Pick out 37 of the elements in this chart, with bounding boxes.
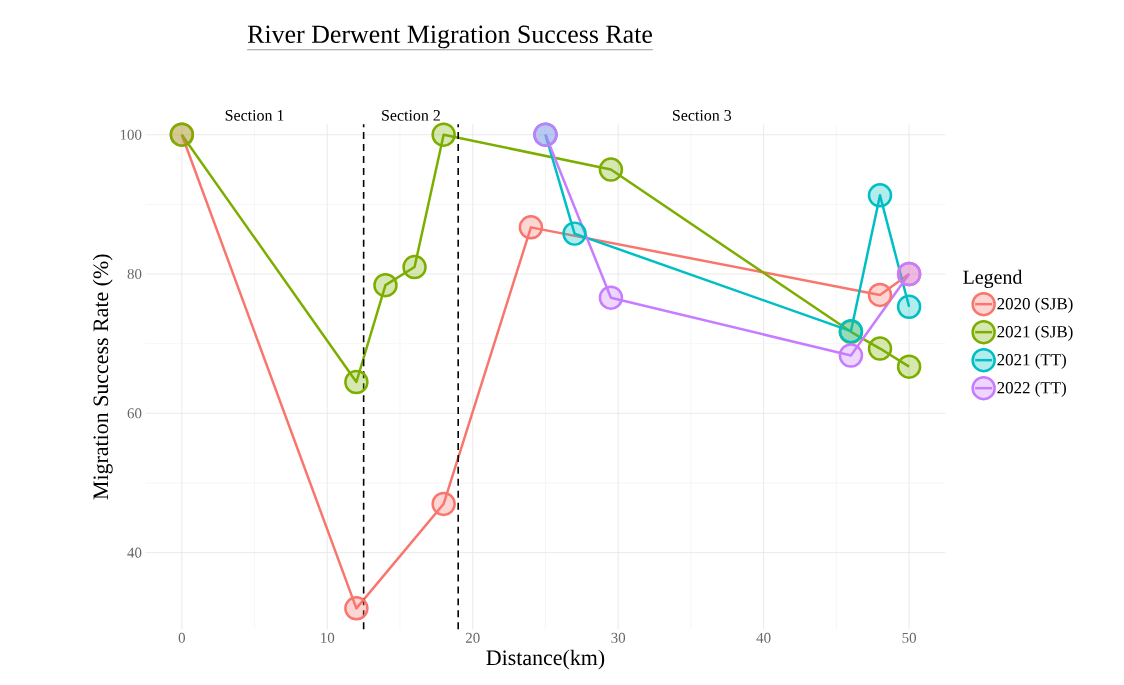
point	[867, 336, 893, 361]
legend-label: 2022 (TT)	[997, 381, 1066, 397]
x-tick-label: 10	[321, 632, 335, 643]
point	[598, 157, 624, 182]
x-tick-label: 0	[178, 632, 185, 643]
text: Section 2	[382, 110, 440, 121]
text: Section 1	[225, 110, 284, 121]
y-tick-label: 40	[127, 547, 142, 558]
point	[402, 254, 427, 280]
legend-label: 2020 (SJB)	[997, 297, 1073, 313]
point	[838, 343, 864, 368]
text: Section 3	[673, 110, 732, 121]
point	[344, 596, 369, 621]
x-tick-label: 30	[611, 632, 626, 643]
legend-label: 2021 (TT)	[997, 353, 1066, 369]
point	[431, 122, 456, 147]
point	[431, 491, 456, 517]
point	[896, 354, 922, 379]
y-tick-label: 80	[127, 268, 142, 280]
point	[562, 221, 587, 246]
legend-label: 2021 (SJB)	[997, 325, 1073, 341]
y-tick-label: 100	[120, 129, 142, 140]
point	[518, 215, 544, 240]
x-tick-label: 40	[756, 632, 771, 643]
point	[344, 369, 369, 395]
point	[867, 282, 893, 308]
point	[373, 272, 398, 298]
x-tick-label: 50	[902, 632, 916, 643]
x-axis-title: Distance(km)	[486, 649, 605, 670]
y-axis-title: Migration Success Rate (%)	[92, 254, 113, 500]
point	[896, 294, 922, 320]
point	[598, 285, 624, 310]
y-tick-label: 60	[127, 408, 142, 419]
x-tick-label: 20	[465, 632, 480, 643]
chart-title: River Derwent Migration Success Rate	[247, 25, 652, 49]
legend-title: Legend	[963, 269, 1023, 288]
point	[867, 183, 893, 208]
